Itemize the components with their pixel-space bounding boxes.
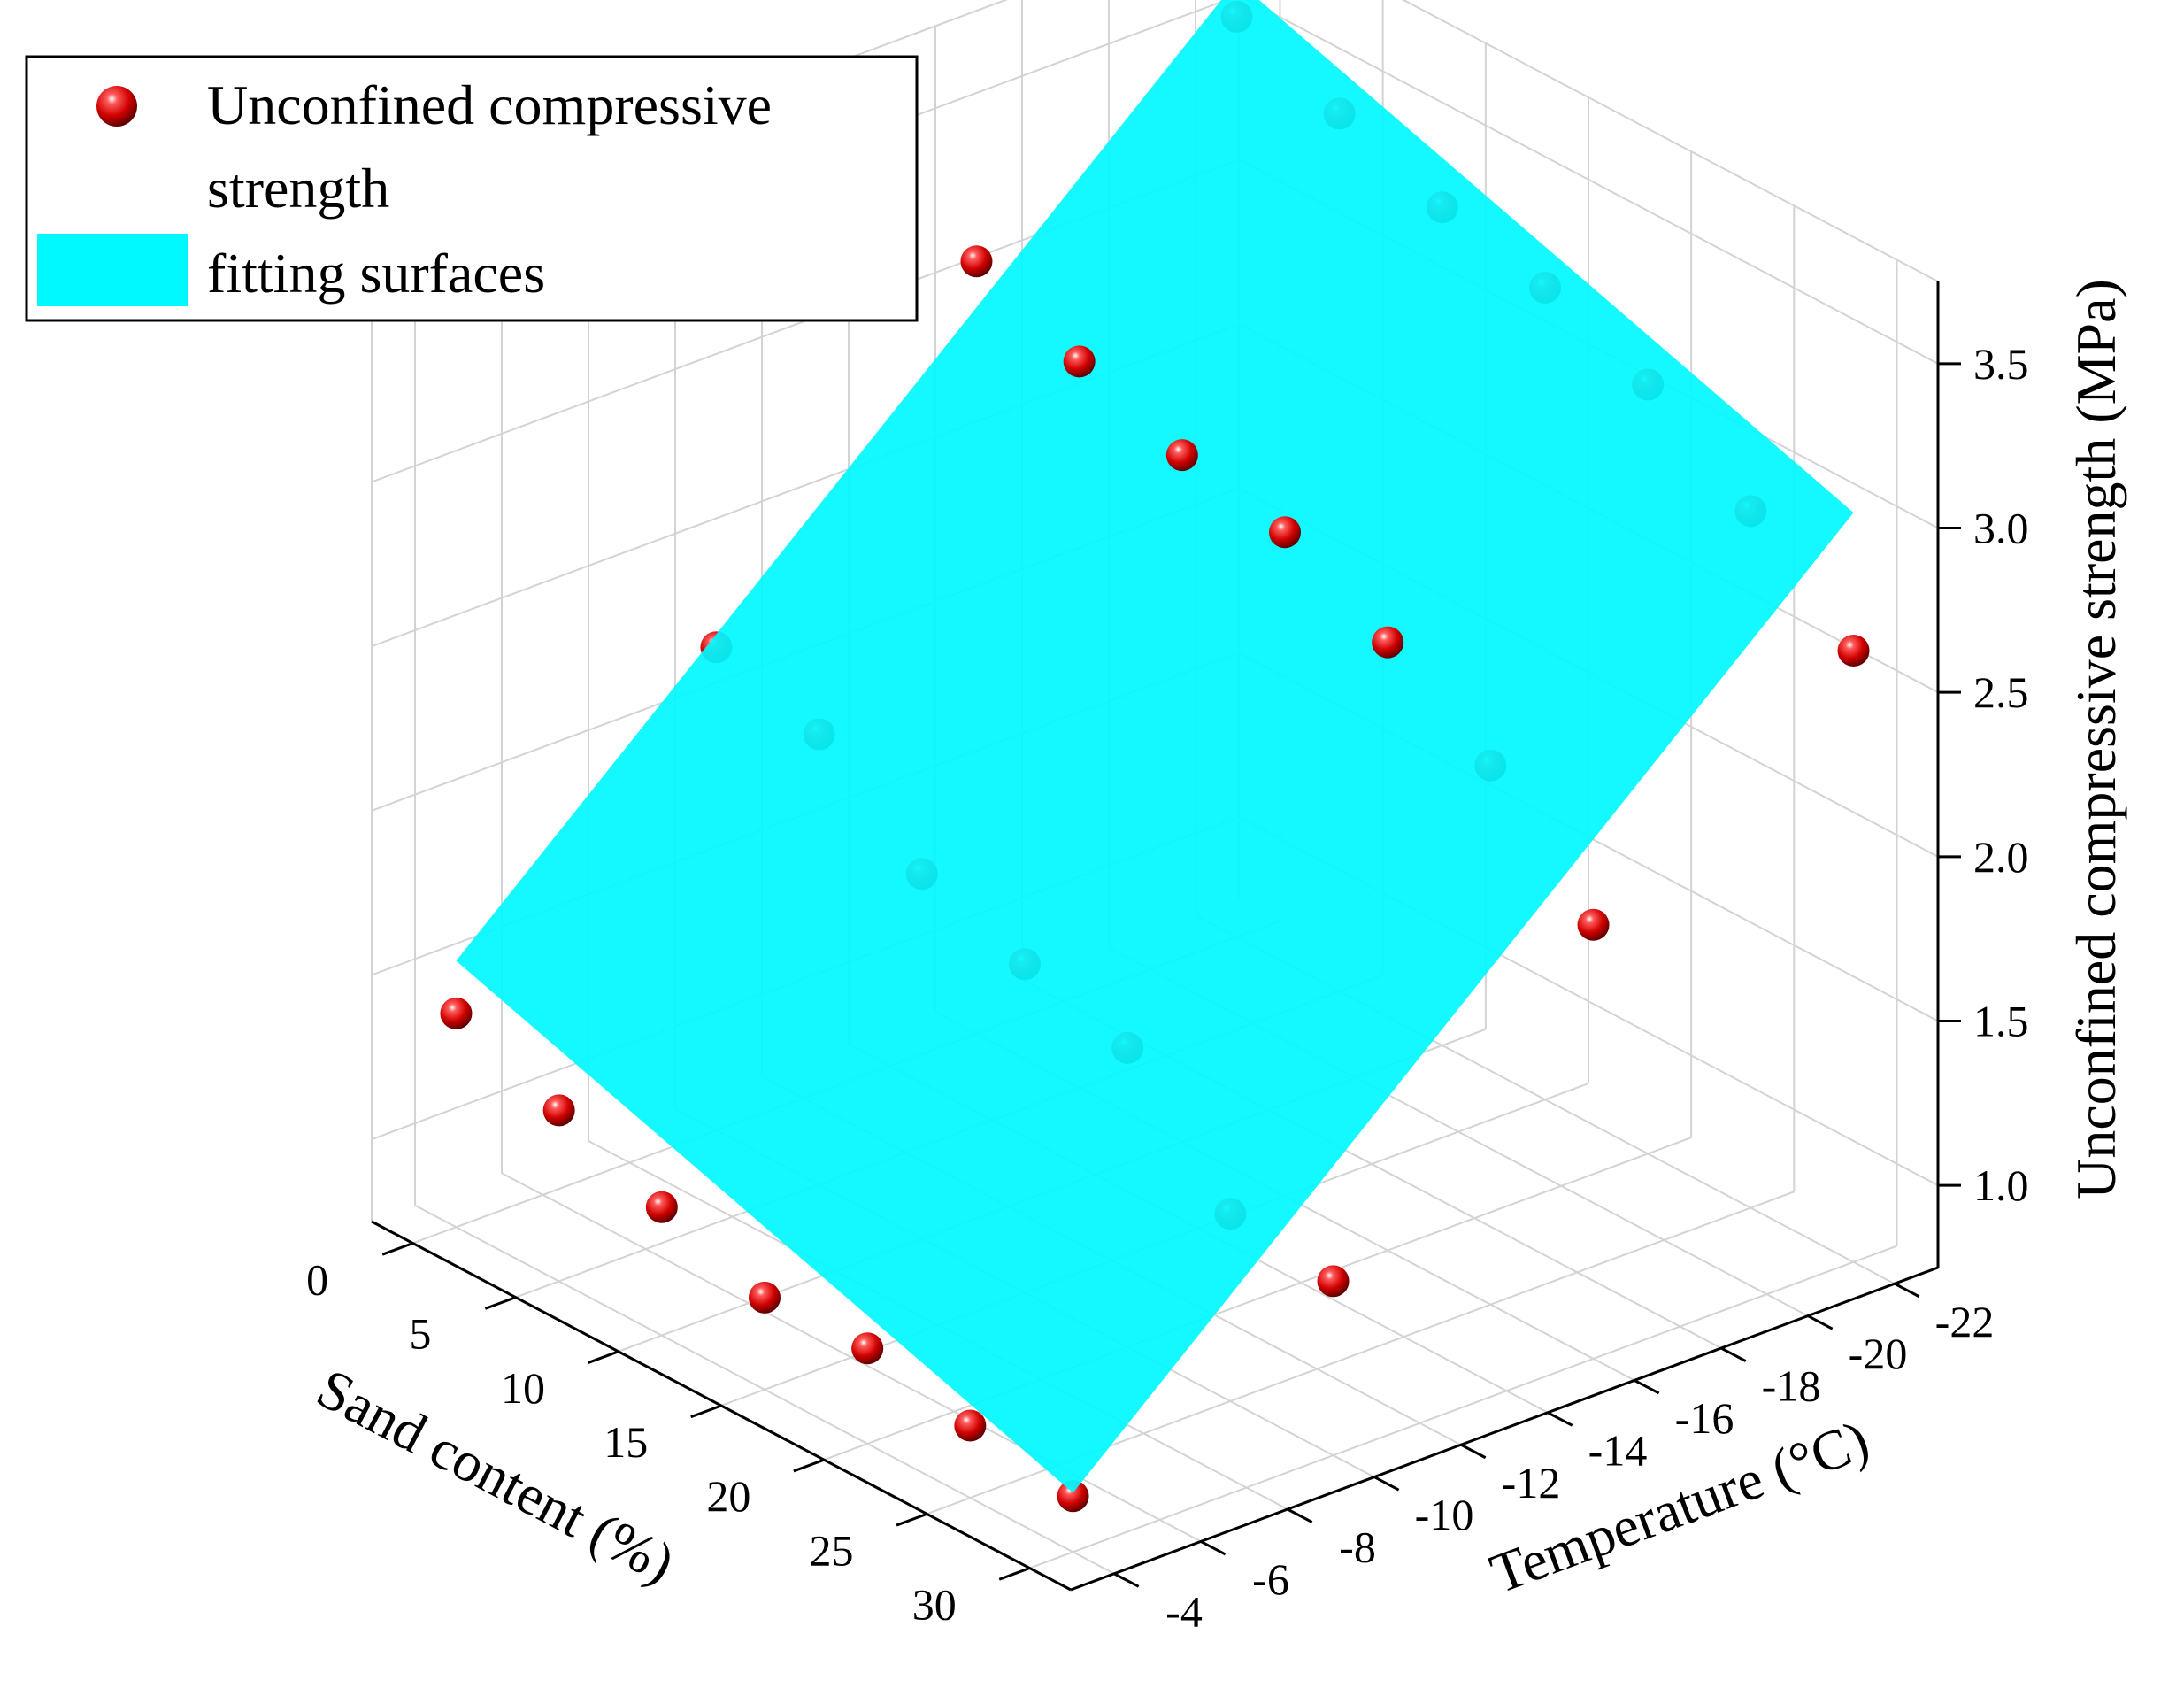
- temperature-tick-label: -12: [1502, 1458, 1561, 1507]
- floor-grid-line-temp: [414, 1204, 1115, 1575]
- temperature-tick: [1460, 1443, 1487, 1460]
- strength-tick-label: 1.5: [1973, 997, 2029, 1046]
- legend-surface-label: fitting surfaces: [207, 242, 545, 305]
- fitting-surface-layer: [456, 0, 1854, 1493]
- sand-tick-label: 5: [409, 1309, 431, 1359]
- temperature-tick: [1547, 1411, 1573, 1427]
- temperature-tick-label: -18: [1762, 1361, 1821, 1411]
- sand-tick-label: 10: [501, 1363, 545, 1413]
- strength-tick-label: 3.5: [1973, 339, 2029, 389]
- temperature-tick: [1373, 1476, 1400, 1492]
- data-point: [1577, 908, 1610, 941]
- sand-tick-label: 25: [810, 1525, 854, 1575]
- strength-tick-label: 1.0: [1973, 1160, 2029, 1210]
- floor-grid-line-temp: [501, 1172, 1202, 1543]
- sand-tick-label: 30: [912, 1580, 957, 1630]
- data-point: [1372, 626, 1404, 659]
- temperature-tick-label: -8: [1339, 1523, 1376, 1572]
- strength-tick-label: 2.5: [1973, 667, 2029, 717]
- data-point: [542, 1094, 575, 1127]
- temperature-tick-label: -22: [1935, 1297, 1995, 1346]
- sand-tick: [998, 1567, 1031, 1581]
- data-point: [1837, 635, 1870, 667]
- temperature-tick-label: -6: [1252, 1554, 1289, 1604]
- points-in-front-of-surface: [960, 245, 1404, 659]
- legend-box: [25, 55, 919, 322]
- temperature-tick: [1894, 1282, 1920, 1299]
- data-point: [1165, 439, 1198, 472]
- temperature-tick-label: -4: [1165, 1586, 1203, 1636]
- sand-tick: [588, 1350, 619, 1364]
- legend: Unconfined compressive strength fitting …: [25, 55, 919, 322]
- sand-tick: [793, 1458, 825, 1473]
- temperature-tick-label: -14: [1588, 1425, 1648, 1475]
- strength-tick-label: 3.0: [1973, 504, 2029, 553]
- temperature-tick: [1287, 1507, 1313, 1523]
- data-point: [440, 997, 473, 1029]
- sand-axis-title: Sand content (%): [307, 1356, 684, 1595]
- temperature-tick-label: -10: [1415, 1490, 1474, 1539]
- data-point: [1057, 1480, 1089, 1513]
- sand-tick: [896, 1512, 927, 1527]
- temperature-tick: [1807, 1314, 1834, 1330]
- sand-tick: [381, 1242, 413, 1256]
- sand-tick-label: 15: [604, 1417, 648, 1467]
- temperature-tick: [1200, 1540, 1227, 1556]
- legend-point-label-line2: strength: [207, 157, 389, 220]
- data-point: [960, 245, 993, 278]
- right-wall-grid-line-strength: [1245, 0, 1939, 365]
- data-point: [1317, 1265, 1350, 1298]
- floor-grid-line-sand: [1029, 1245, 1897, 1569]
- data-point: [645, 1191, 678, 1223]
- temperature-tick-label: -16: [1675, 1393, 1734, 1443]
- strength-tick-label: 2.0: [1973, 832, 2029, 882]
- temperature-tick: [1634, 1379, 1660, 1395]
- strength-axis-title: Unconfined compressive strength (MPa): [2065, 279, 2127, 1199]
- sand-tick: [690, 1404, 722, 1419]
- sand-tick-label: 0: [306, 1255, 328, 1305]
- temperature-axis-line: [1070, 1266, 1939, 1592]
- data-point: [749, 1281, 781, 1314]
- temperature-tick: [1720, 1346, 1747, 1362]
- legend-surface-swatch: [37, 234, 188, 306]
- data-point: [1269, 516, 1301, 549]
- legend-point-label-line1: Unconfined compressive: [207, 73, 772, 136]
- fitting-surface: [456, 0, 1854, 1493]
- right-wall-top-edge: [1401, 0, 1939, 282]
- sand-tick-label: 20: [706, 1471, 750, 1521]
- legend-point-marker: [96, 86, 137, 127]
- floor-grid-line-sand: [823, 1137, 1692, 1461]
- data-point: [954, 1409, 987, 1442]
- axes: [371, 281, 1961, 1592]
- temperature-tick: [1113, 1572, 1140, 1588]
- sand-tick: [484, 1296, 517, 1310]
- data-point: [1063, 345, 1096, 378]
- temperature-tick-label: -20: [1849, 1329, 1908, 1378]
- data-point: [851, 1332, 884, 1365]
